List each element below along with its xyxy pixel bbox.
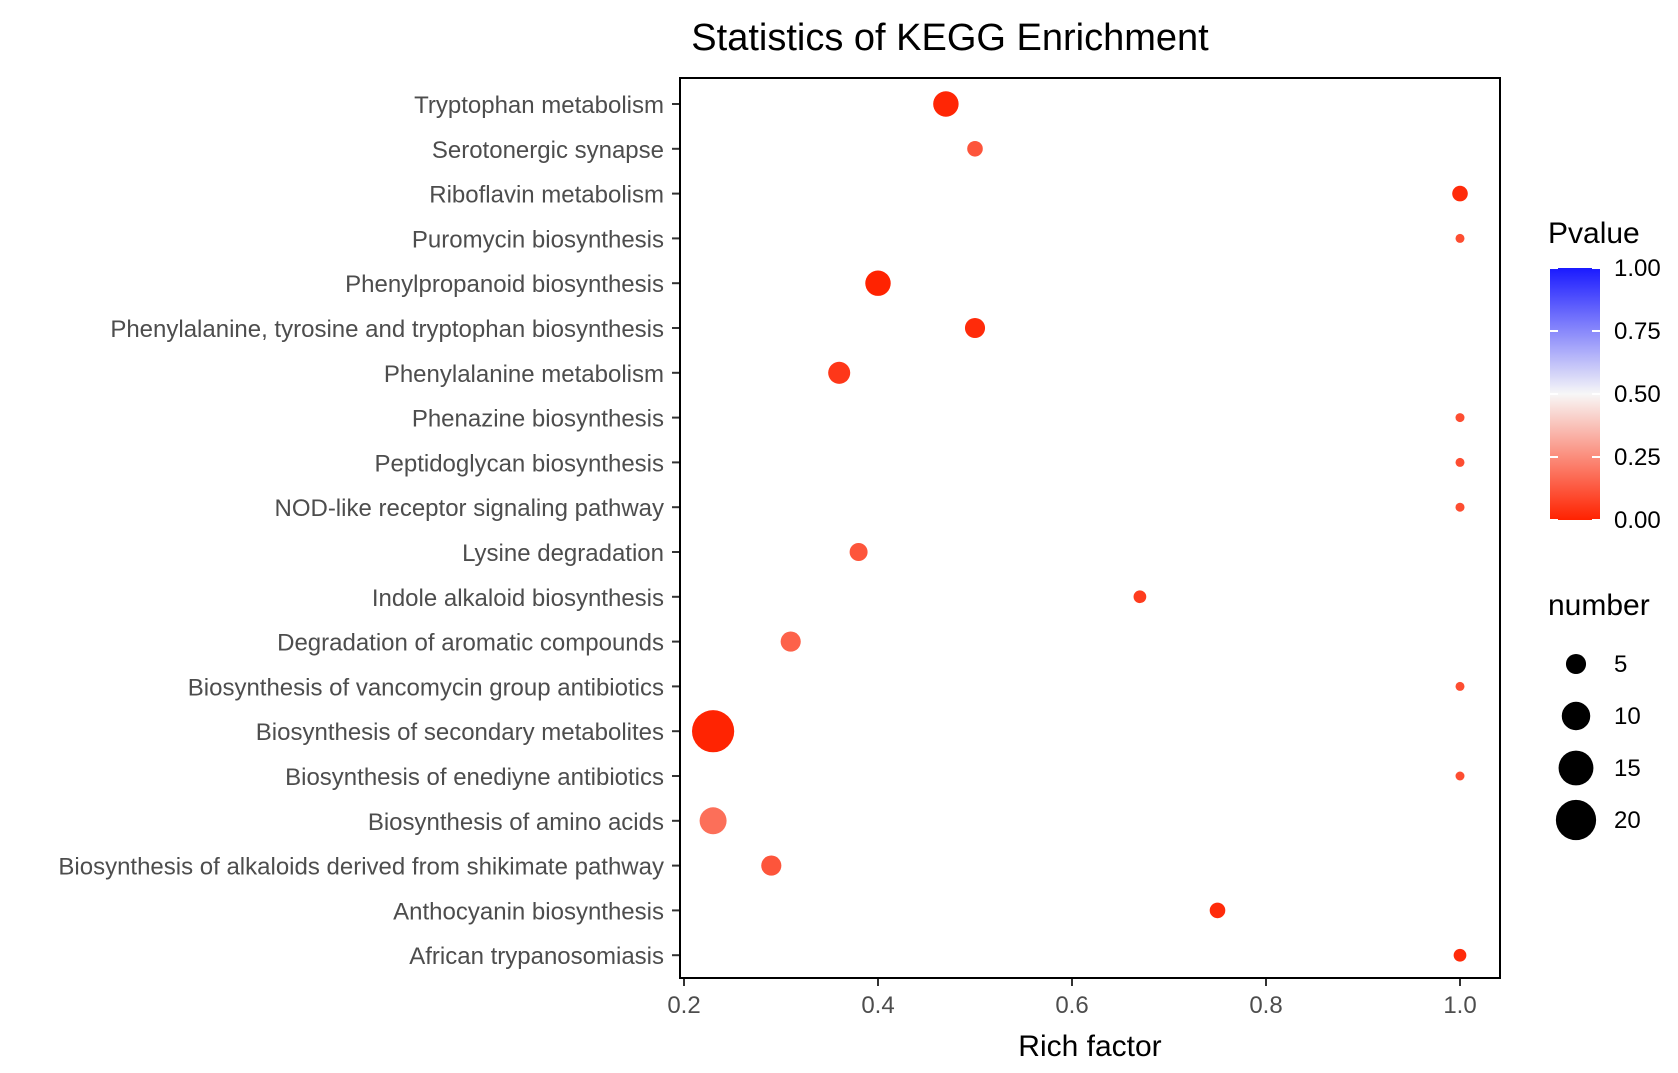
data-point — [1455, 233, 1465, 243]
y-tick-label: Puromycin biosynthesis — [412, 226, 664, 253]
y-tick-label: Phenylalanine, tyrosine and tryptophan b… — [110, 316, 664, 343]
number-legend-dot — [1555, 799, 1597, 841]
data-point — [849, 543, 868, 561]
y-tick-label: African trypanosomiasis — [409, 943, 664, 970]
number-legend-label: 10 — [1614, 703, 1641, 730]
y-tick-label: Indole alkaloid biosynthesis — [372, 585, 664, 612]
number-legend-dot — [1561, 701, 1591, 731]
data-point — [699, 807, 727, 835]
data-point — [761, 855, 782, 876]
x-tick-label: 0.8 — [1249, 992, 1282, 1019]
x-axis: 0.2 0.4 0.6 0.8 1.0 — [667, 978, 1477, 1019]
pvalue-tick-label: 1.00 — [1614, 255, 1661, 282]
x-tick-label: 0.4 — [861, 992, 894, 1019]
pvalue-legend: Pvalue 1.00 0.75 0.50 0.25 0.00 — [1548, 217, 1661, 534]
y-tick-label: Biosynthesis of secondary metabolites — [256, 719, 664, 746]
y-tick-label: NOD-like receptor signaling pathway — [274, 495, 664, 522]
x-tick-label: 0.2 — [667, 992, 700, 1019]
data-point — [967, 141, 983, 157]
data-point — [1209, 902, 1226, 919]
data-point — [1452, 185, 1468, 202]
y-tick-label: Biosynthesis of enediyne antibiotics — [285, 764, 664, 791]
y-tick-label: Phenazine biosynthesis — [412, 406, 664, 433]
data-point — [933, 91, 959, 117]
y-tick-label: Degradation of aromatic compounds — [277, 630, 664, 657]
data-point — [1455, 457, 1465, 467]
pvalue-legend-title: Pvalue — [1548, 217, 1640, 250]
number-legend-title: number — [1548, 589, 1650, 622]
y-tick-label: Biosynthesis of vancomycin group antibio… — [188, 674, 664, 701]
y-tick-label: Serotonergic synapse — [432, 137, 664, 164]
number-legend-label: 15 — [1614, 755, 1641, 782]
number-legend-dot — [1558, 750, 1594, 786]
pvalue-tick-label: 0.00 — [1614, 507, 1661, 534]
data-point — [828, 361, 851, 384]
y-axis-ticks — [672, 103, 680, 957]
x-axis-label: Rich factor — [1018, 1030, 1161, 1063]
y-tick-label: Biosynthesis of amino acids — [368, 809, 664, 836]
number-legend: number 5 10 15 20 — [1548, 589, 1650, 841]
pvalue-tick-label: 0.75 — [1614, 318, 1661, 345]
data-point — [1455, 413, 1465, 423]
data-point — [964, 317, 986, 339]
number-legend-items: 5 10 15 20 — [1555, 651, 1641, 841]
number-legend-dot — [1565, 653, 1587, 675]
y-tick-label: Lysine degradation — [462, 540, 664, 567]
data-point — [691, 710, 735, 753]
pvalue-legend-ticks: 1.00 0.75 0.50 0.25 0.00 — [1550, 255, 1661, 534]
data-point — [865, 270, 891, 296]
number-legend-label: 5 — [1614, 651, 1627, 678]
data-points — [691, 91, 1468, 962]
chart-title: Statistics of KEGG Enrichment — [691, 17, 1209, 59]
y-tick-label: Anthocyanin biosynthesis — [393, 898, 664, 925]
x-tick-label: 1.0 — [1443, 992, 1476, 1019]
data-point — [780, 631, 801, 652]
y-tick-label: Phenylalanine metabolism — [384, 361, 664, 388]
data-point — [1455, 771, 1465, 781]
y-tick-label: Peptidoglycan biosynthesis — [374, 450, 664, 477]
data-point — [1455, 681, 1465, 691]
x-tick-label: 0.6 — [1055, 992, 1088, 1019]
pvalue-colorbar — [1550, 268, 1600, 520]
data-point — [1453, 948, 1467, 962]
data-point — [1455, 502, 1465, 512]
pvalue-tick-label: 0.25 — [1614, 444, 1661, 471]
y-tick-label: Biosynthesis of alkaloids derived from s… — [58, 854, 664, 881]
pvalue-tick-label: 0.50 — [1614, 381, 1661, 408]
data-point — [1133, 590, 1147, 604]
y-tick-label: Phenylpropanoid biosynthesis — [345, 271, 664, 298]
y-tick-label: Tryptophan metabolism — [414, 92, 664, 119]
category-labels: Tryptophan metabolism Serotonergic synaps… — [58, 92, 664, 970]
y-tick-label: Riboflavin metabolism — [429, 182, 664, 209]
number-legend-label: 20 — [1614, 807, 1641, 834]
plot-panel-border — [679, 77, 1501, 979]
